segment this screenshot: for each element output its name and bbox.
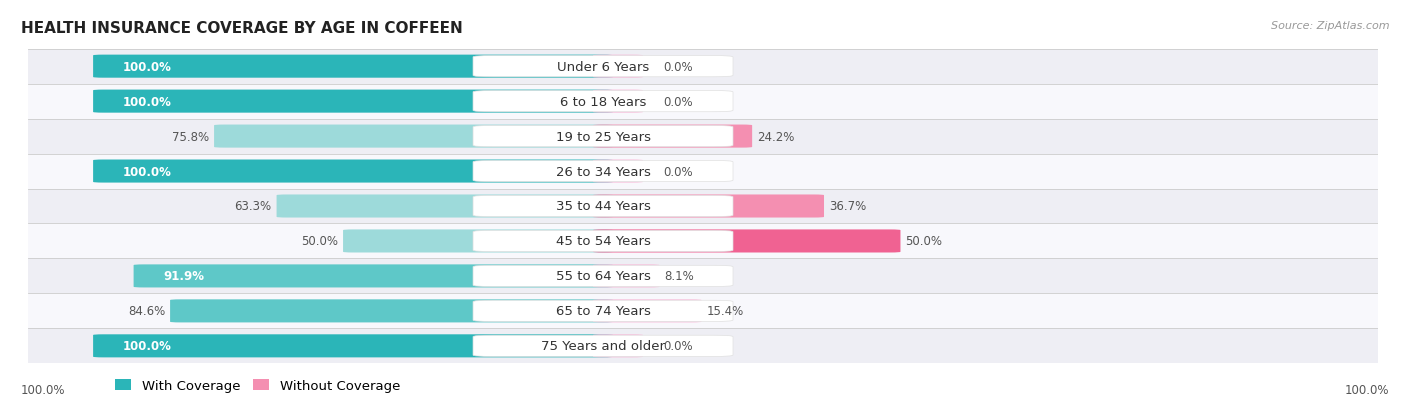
Text: 91.9%: 91.9% bbox=[163, 270, 205, 283]
Text: 100.0%: 100.0% bbox=[124, 339, 172, 352]
FancyBboxPatch shape bbox=[593, 90, 643, 114]
FancyBboxPatch shape bbox=[472, 57, 733, 78]
FancyBboxPatch shape bbox=[28, 329, 1378, 363]
Text: 75 Years and older: 75 Years and older bbox=[541, 339, 665, 352]
FancyBboxPatch shape bbox=[28, 154, 1378, 189]
FancyBboxPatch shape bbox=[28, 84, 1378, 119]
Text: 100.0%: 100.0% bbox=[124, 61, 172, 74]
Text: 100.0%: 100.0% bbox=[21, 384, 66, 396]
FancyBboxPatch shape bbox=[93, 55, 613, 78]
Text: 75.8%: 75.8% bbox=[172, 130, 209, 143]
FancyBboxPatch shape bbox=[593, 299, 702, 323]
Text: 100.0%: 100.0% bbox=[124, 95, 172, 108]
Text: 6 to 18 Years: 6 to 18 Years bbox=[560, 95, 647, 108]
Text: Under 6 Years: Under 6 Years bbox=[557, 61, 650, 74]
FancyBboxPatch shape bbox=[28, 119, 1378, 154]
FancyBboxPatch shape bbox=[277, 195, 613, 218]
Text: 0.0%: 0.0% bbox=[664, 95, 693, 108]
FancyBboxPatch shape bbox=[28, 189, 1378, 224]
FancyBboxPatch shape bbox=[343, 230, 613, 253]
FancyBboxPatch shape bbox=[593, 265, 659, 288]
FancyBboxPatch shape bbox=[472, 301, 733, 322]
FancyBboxPatch shape bbox=[593, 335, 643, 358]
Text: 50.0%: 50.0% bbox=[905, 235, 942, 248]
Text: 55 to 64 Years: 55 to 64 Years bbox=[555, 270, 651, 283]
Text: 19 to 25 Years: 19 to 25 Years bbox=[555, 130, 651, 143]
FancyBboxPatch shape bbox=[28, 224, 1378, 259]
Text: 45 to 54 Years: 45 to 54 Years bbox=[555, 235, 651, 248]
Text: 24.2%: 24.2% bbox=[758, 130, 794, 143]
FancyBboxPatch shape bbox=[593, 125, 752, 148]
FancyBboxPatch shape bbox=[93, 335, 613, 358]
Text: 0.0%: 0.0% bbox=[664, 165, 693, 178]
FancyBboxPatch shape bbox=[472, 126, 733, 147]
FancyBboxPatch shape bbox=[134, 265, 613, 288]
FancyBboxPatch shape bbox=[593, 230, 900, 253]
FancyBboxPatch shape bbox=[472, 231, 733, 252]
Text: 50.0%: 50.0% bbox=[301, 235, 337, 248]
Text: 0.0%: 0.0% bbox=[664, 339, 693, 352]
FancyBboxPatch shape bbox=[93, 160, 613, 183]
Text: 100.0%: 100.0% bbox=[1344, 384, 1389, 396]
Text: 26 to 34 Years: 26 to 34 Years bbox=[555, 165, 651, 178]
FancyBboxPatch shape bbox=[472, 196, 733, 217]
FancyBboxPatch shape bbox=[93, 90, 613, 114]
Text: 84.6%: 84.6% bbox=[128, 305, 165, 318]
Text: Source: ZipAtlas.com: Source: ZipAtlas.com bbox=[1271, 21, 1389, 31]
FancyBboxPatch shape bbox=[593, 160, 643, 183]
Text: 35 to 44 Years: 35 to 44 Years bbox=[555, 200, 651, 213]
FancyBboxPatch shape bbox=[472, 161, 733, 182]
FancyBboxPatch shape bbox=[214, 125, 613, 148]
Text: 100.0%: 100.0% bbox=[124, 165, 172, 178]
FancyBboxPatch shape bbox=[472, 91, 733, 112]
FancyBboxPatch shape bbox=[472, 335, 733, 356]
Legend: With Coverage, Without Coverage: With Coverage, Without Coverage bbox=[110, 374, 405, 398]
FancyBboxPatch shape bbox=[28, 50, 1378, 84]
Text: 65 to 74 Years: 65 to 74 Years bbox=[555, 305, 651, 318]
Text: 36.7%: 36.7% bbox=[830, 200, 866, 213]
FancyBboxPatch shape bbox=[593, 55, 643, 78]
Text: 63.3%: 63.3% bbox=[235, 200, 271, 213]
FancyBboxPatch shape bbox=[593, 195, 824, 218]
Text: 0.0%: 0.0% bbox=[664, 61, 693, 74]
FancyBboxPatch shape bbox=[28, 294, 1378, 329]
FancyBboxPatch shape bbox=[28, 259, 1378, 294]
Text: 15.4%: 15.4% bbox=[707, 305, 744, 318]
FancyBboxPatch shape bbox=[472, 266, 733, 287]
FancyBboxPatch shape bbox=[170, 299, 613, 323]
Text: HEALTH INSURANCE COVERAGE BY AGE IN COFFEEN: HEALTH INSURANCE COVERAGE BY AGE IN COFF… bbox=[21, 21, 463, 36]
Text: 8.1%: 8.1% bbox=[665, 270, 695, 283]
